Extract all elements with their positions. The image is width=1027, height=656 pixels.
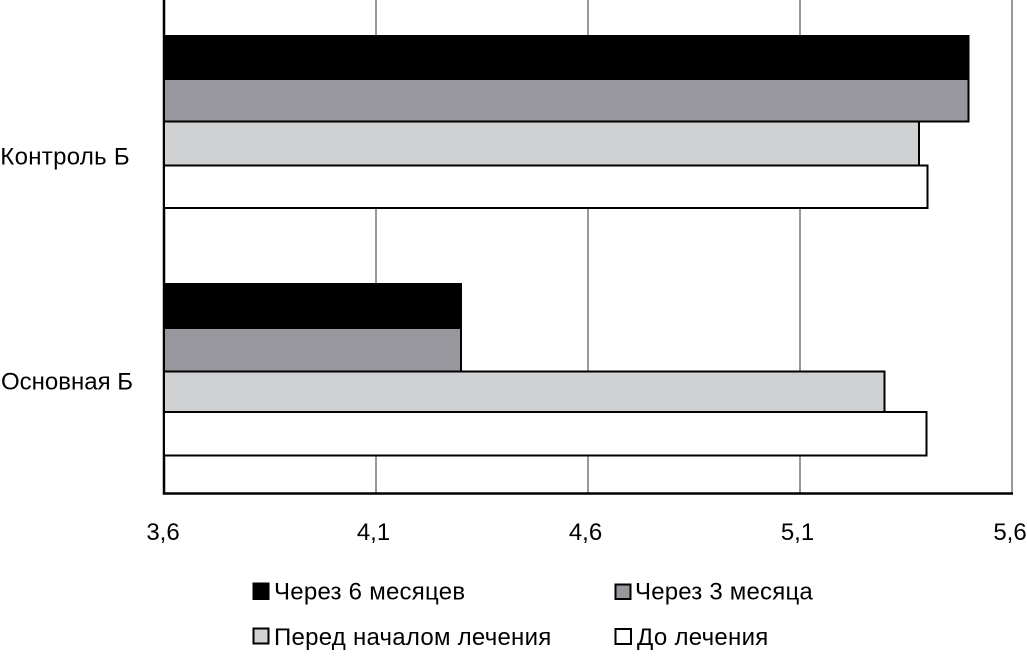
- svg-text:5,6: 5,6: [993, 519, 1026, 546]
- svg-text:Основная Б: Основная Б: [1, 369, 133, 396]
- svg-text:Через 6 месяцев: Через 6 месяцев: [274, 579, 465, 606]
- svg-text:Перед началом лечения: Перед началом лечения: [274, 624, 551, 651]
- svg-text:Через 3 месяца: Через 3 месяца: [635, 579, 813, 606]
- svg-text:5,1: 5,1: [781, 519, 814, 546]
- svg-text:Контроль Б: Контроль Б: [0, 144, 130, 171]
- svg-text:4,6: 4,6: [569, 519, 602, 546]
- svg-text:До лечения: До лечения: [637, 624, 769, 651]
- svg-text:3,6: 3,6: [146, 519, 179, 546]
- svg-text:4,1: 4,1: [357, 519, 390, 546]
